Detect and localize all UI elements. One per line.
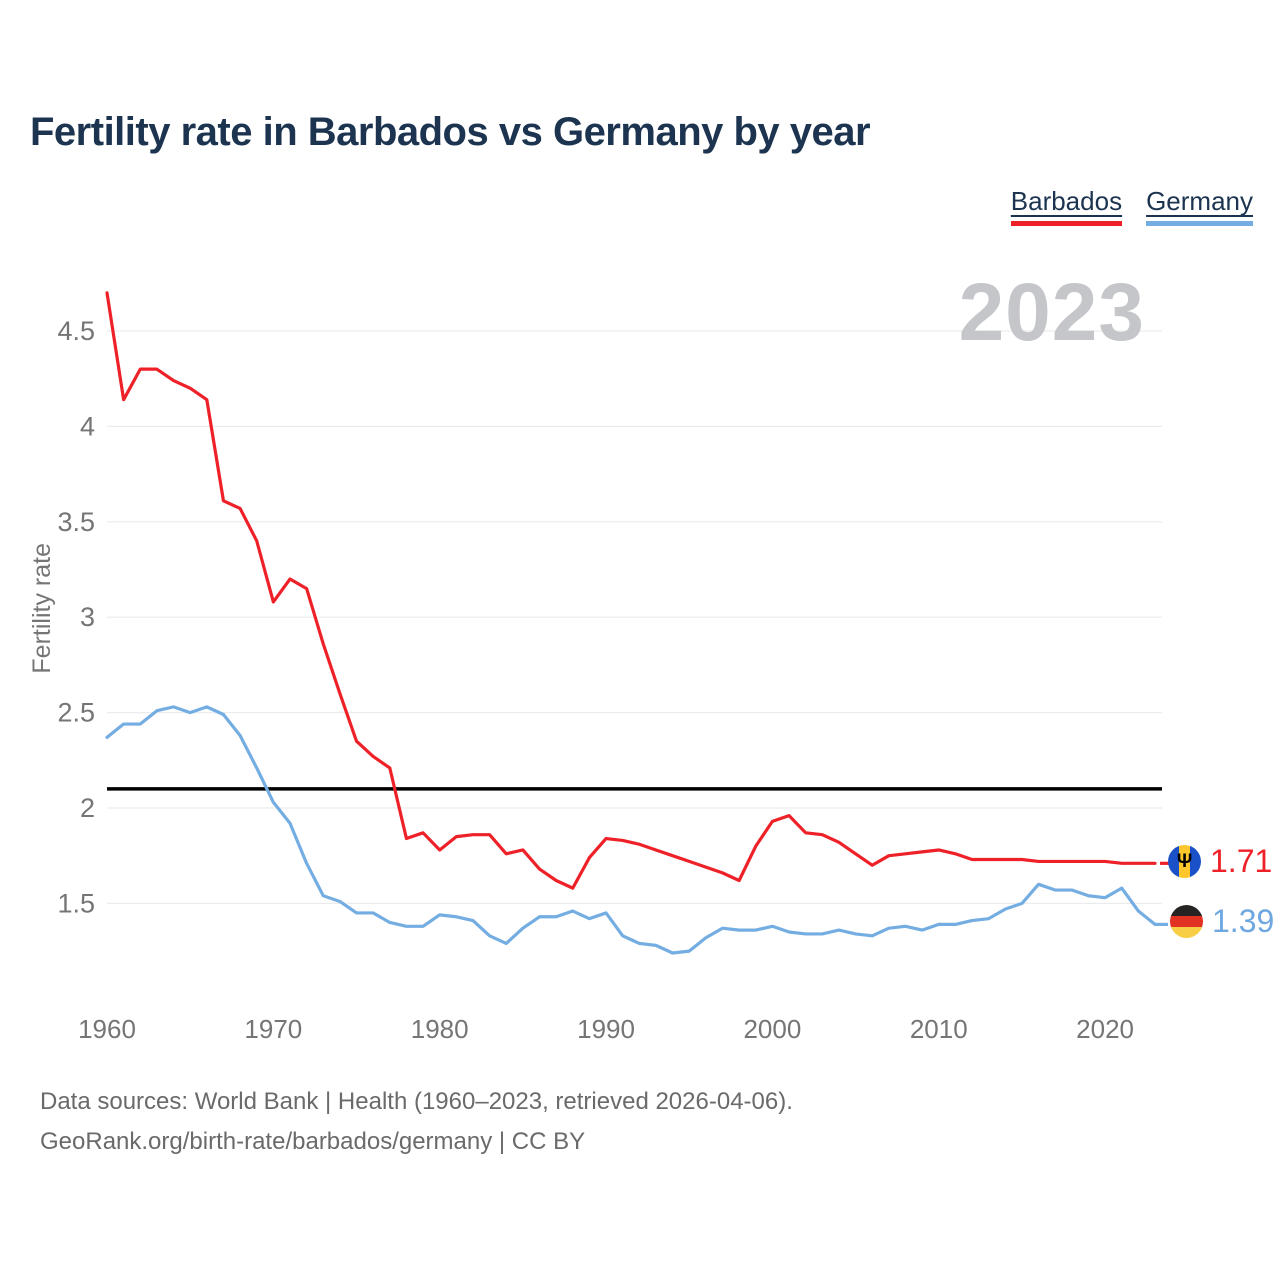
x-tick-label: 1990 (577, 1014, 635, 1044)
x-tick-label: 2000 (743, 1014, 801, 1044)
barbados-flag-icon: Ψ (1168, 845, 1201, 878)
series-line-germany (105, 705, 1157, 955)
y-tick-label: 4.5 (57, 316, 95, 346)
germany-flag-icon (1170, 905, 1203, 938)
x-tick-label: 1970 (244, 1014, 302, 1044)
x-tick-label: 1980 (411, 1014, 469, 1044)
x-tick-label: 2020 (1076, 1014, 1134, 1044)
legend-item-barbados[interactable]: Barbados (1010, 186, 1123, 226)
y-tick-label: 4 (80, 411, 95, 441)
trident-icon: Ψ (1176, 851, 1193, 872)
y-axis-title: Fertility rate (28, 543, 56, 674)
barbados-end-label: Ψ 1.71 (1168, 843, 1272, 880)
legend-item-germany[interactable]: Germany (1146, 186, 1253, 226)
x-tick-label: 1960 (78, 1014, 136, 1044)
y-tick-label: 1.5 (57, 888, 95, 918)
legend: Barbados Germany (1010, 186, 1253, 226)
y-tick-label: 3.5 (57, 507, 95, 537)
germany-end-value: 1.39 (1212, 903, 1275, 939)
data-sources-text: Data sources: World Bank | Health (1960–… (40, 1088, 793, 1115)
y-tick-label: 2 (80, 793, 95, 823)
year-watermark: 2023 (958, 267, 1145, 358)
y-tick-label: 3 (80, 602, 95, 632)
x-tick-label: 2010 (910, 1014, 968, 1044)
germany-end-label: 1.39 (1170, 903, 1274, 940)
series-line-barbados (105, 291, 1157, 890)
attribution-text: GeoRank.org/birth-rate/barbados/germany … (40, 1128, 586, 1155)
barbados-end-value: 1.71 (1210, 843, 1273, 879)
chart-title: Fertility rate in Barbados vs Germany by… (30, 110, 871, 154)
y-tick-label: 2.5 (57, 698, 95, 728)
